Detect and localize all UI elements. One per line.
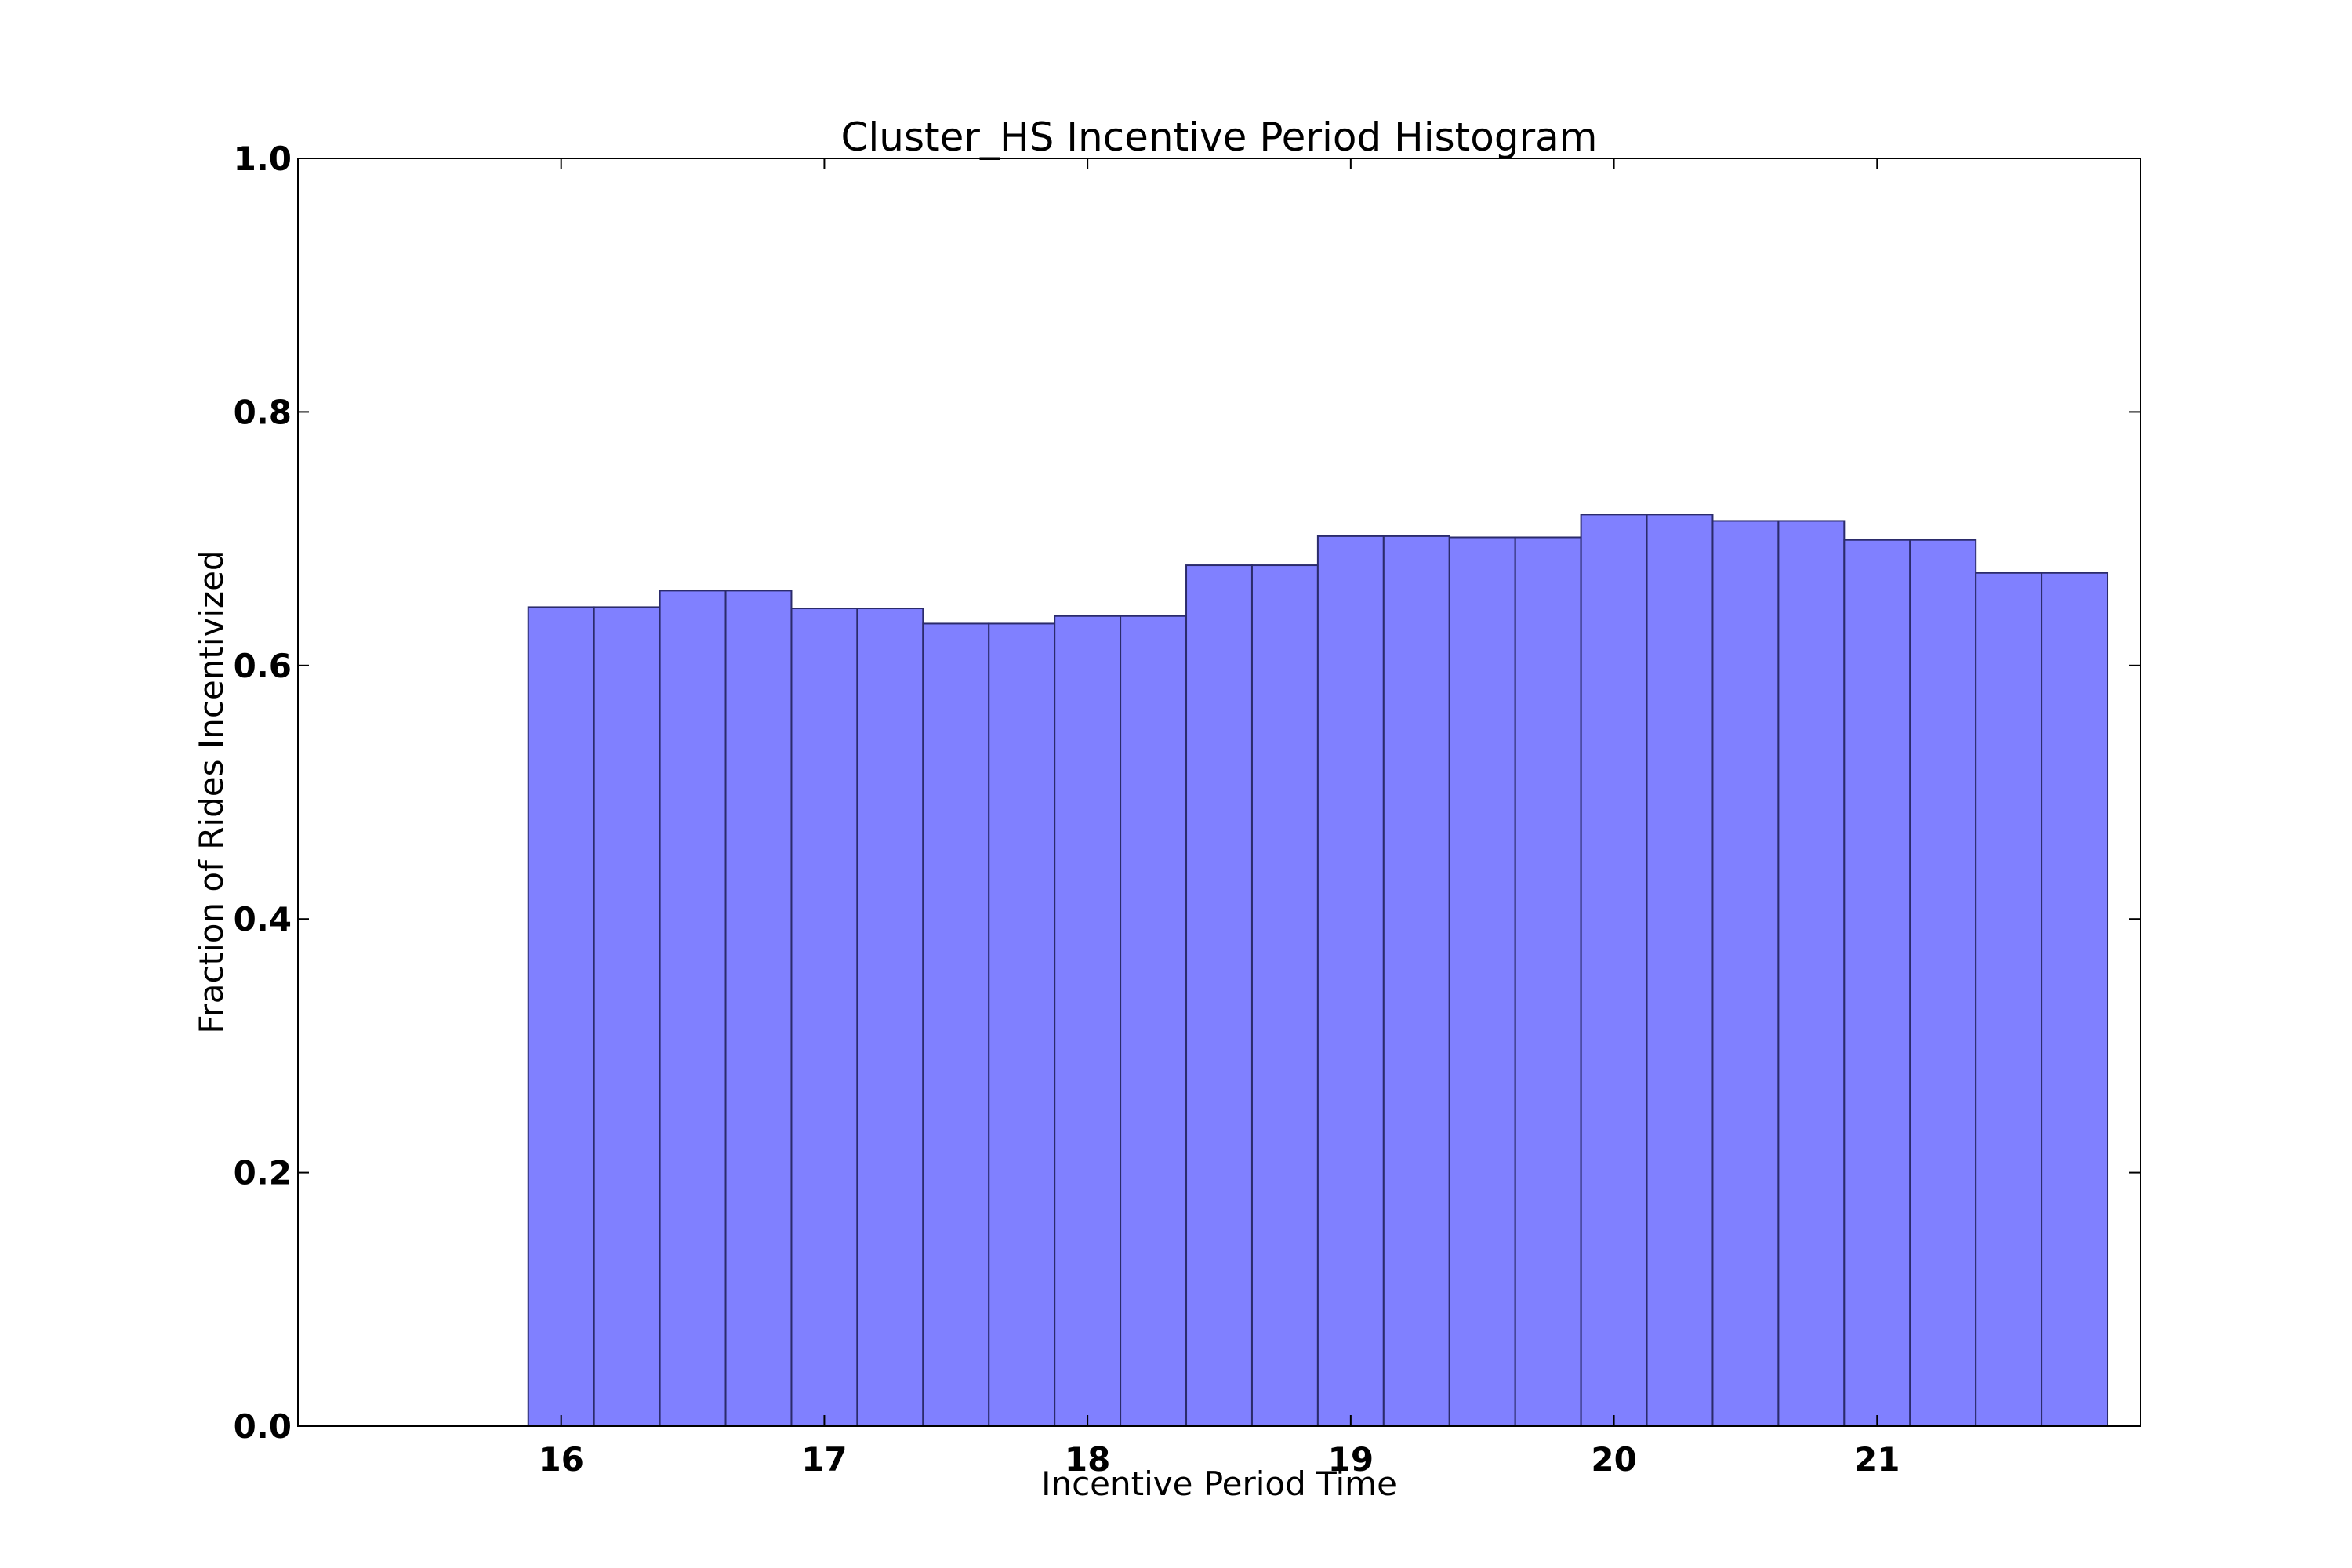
histogram-bar [1909,539,1977,1427]
y-tick-label: 0.2 [234,1154,292,1192]
histogram-bar [922,622,990,1427]
y-tick-label: 0.4 [234,900,292,938]
axis-ticks: 16 17 18 19 20 21 0.0 0.2 0.4 0.6 0.8 1.0 [234,140,2140,1479]
histogram-bar [1975,572,2043,1427]
histogram-bar [724,590,793,1427]
histogram-bar [1120,615,1188,1427]
x-tick-label: 18 [1065,1440,1110,1479]
histogram-bar [1448,536,1516,1427]
y-axis-label: Fraction of Rides Incentivized [192,550,230,1033]
x-axis-label: Incentive Period Time [1041,1465,1397,1503]
histogram-bar [593,606,661,1428]
y-tick-label: 0.0 [234,1407,292,1446]
x-tick-label: 17 [801,1440,847,1479]
x-tick-label: 19 [1328,1440,1374,1479]
histogram-bar [1580,514,1648,1428]
histogram-bar [1054,615,1122,1427]
y-tick-label: 1.0 [234,140,292,178]
y-tick-label: 0.8 [234,393,292,431]
histogram-bar [2041,572,2109,1427]
y-tick-label: 0.6 [234,647,292,685]
chart-title: Cluster_HS Incentive Period Histogram [841,114,1598,160]
bar-series [527,514,2109,1428]
histogram-bar [1382,535,1450,1428]
x-tick-label: 20 [1591,1440,1636,1479]
histogram-bar [1646,514,1714,1428]
histogram-bar [1843,539,1911,1427]
histogram-bar [790,608,858,1427]
histogram-bar [659,590,727,1427]
histogram-bar [1514,536,1582,1427]
histogram-bar [1185,564,1253,1427]
histogram-bar [1250,564,1319,1427]
histogram-bar [527,606,595,1428]
plot-frame [297,158,2141,1427]
histogram-bar [1711,520,1780,1427]
histogram-bar [988,622,1056,1427]
x-tick-label: 21 [1854,1440,1900,1479]
histogram-bar [1316,535,1385,1428]
x-tick-label: 16 [538,1440,583,1479]
histogram-bar [1777,520,1846,1427]
histogram-bar [856,608,924,1427]
